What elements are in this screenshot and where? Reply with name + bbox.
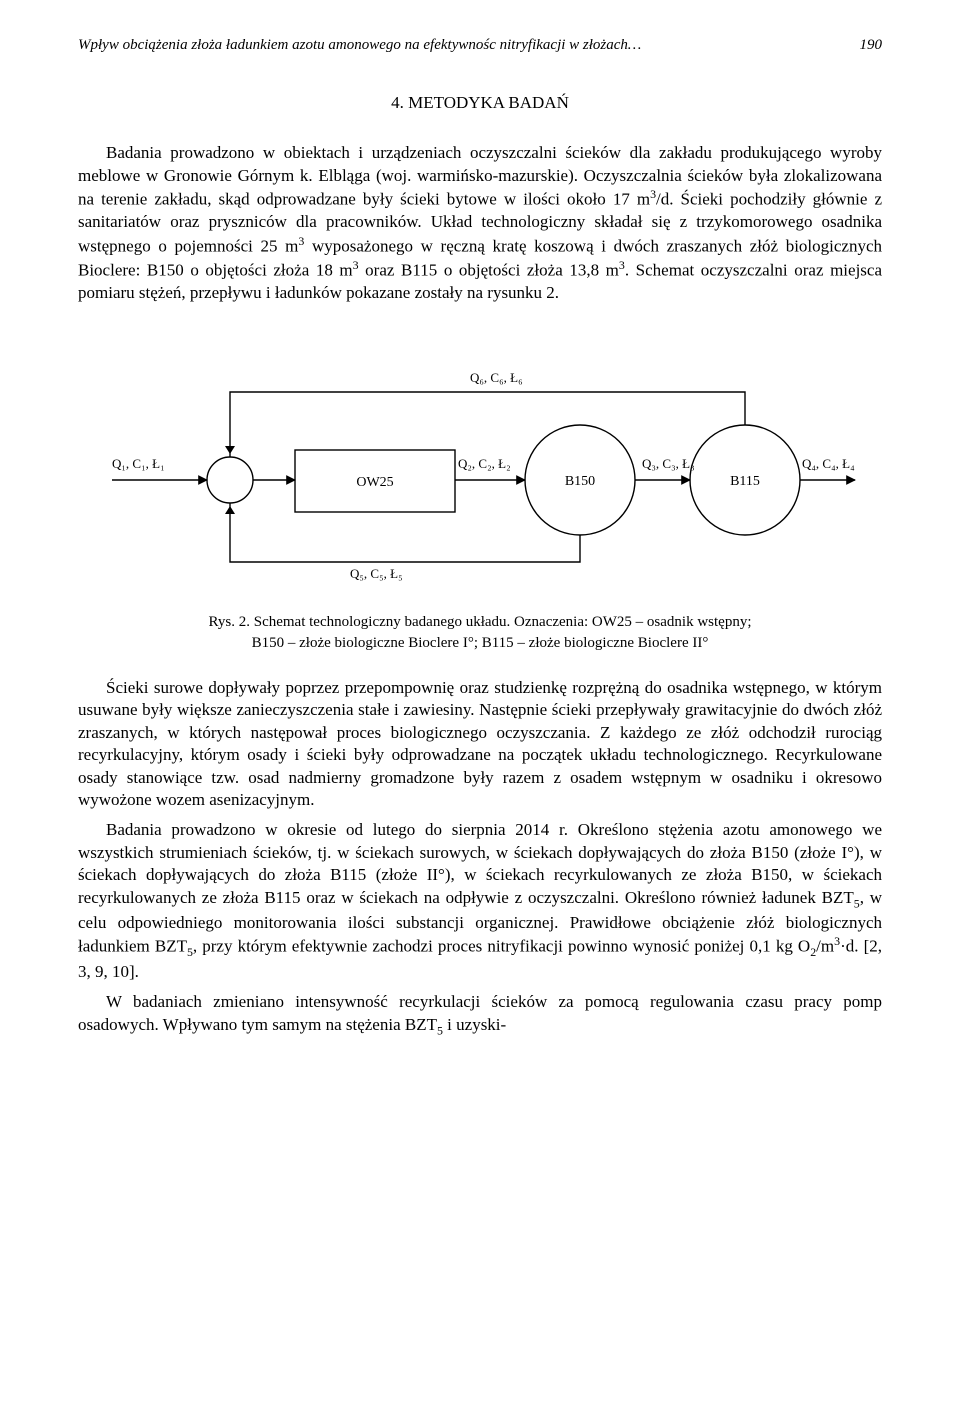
figure-2-caption: Rys. 2. Schemat technologiczny badanego … bbox=[78, 612, 882, 653]
svg-text:B115: B115 bbox=[730, 474, 760, 489]
svg-text:Q₄, C₄, Ł₄: Q₄, C₄, Ł₄ bbox=[802, 456, 855, 471]
running-title: Wpływ obciążenia złoża ładunkiem azotu a… bbox=[78, 36, 641, 56]
process-diagram: OW25 B150 B115 Q₁, C₁, Ł₁ Q₂, C₂, Ł₂ Q₃, C₃, … bbox=[100, 320, 860, 600]
figure-2: OW25 B150 B115 Q₁, C₁, Ł₁ Q₂, C₂, Ł₂ Q₃, C₃, … bbox=[78, 320, 882, 600]
paragraph-2: Ścieki surowe dopływały poprzez przepomp… bbox=[78, 677, 882, 812]
paragraph-1: Badania prowadzono w obiektach i urządze… bbox=[78, 142, 882, 304]
svg-text:Q₃, C₃, Ł₃: Q₃, C₃, Ł₃ bbox=[642, 456, 695, 471]
svg-text:B150: B150 bbox=[565, 474, 595, 489]
svg-text:Q₆, C₆, Ł₆: Q₆, C₆, Ł₆ bbox=[470, 370, 523, 385]
svg-text:Q₅, C₅, Ł₅: Q₅, C₅, Ł₅ bbox=[350, 566, 403, 581]
svg-text:Q₁, C₁, Ł₁: Q₁, C₁, Ł₁ bbox=[112, 456, 165, 471]
svg-text:OW25: OW25 bbox=[356, 475, 393, 490]
paragraph-4: W badaniach zmieniano intensywność recyr… bbox=[78, 991, 882, 1039]
svg-text:Q₂, C₂, Ł₂: Q₂, C₂, Ł₂ bbox=[458, 456, 511, 471]
running-header: Wpływ obciążenia złoża ładunkiem azotu a… bbox=[78, 36, 882, 56]
section-heading: 4. METODYKA BADAŃ bbox=[78, 92, 882, 114]
page-number: 190 bbox=[860, 36, 883, 56]
paragraph-3: Badania prowadzono w okresie od lutego d… bbox=[78, 819, 882, 983]
